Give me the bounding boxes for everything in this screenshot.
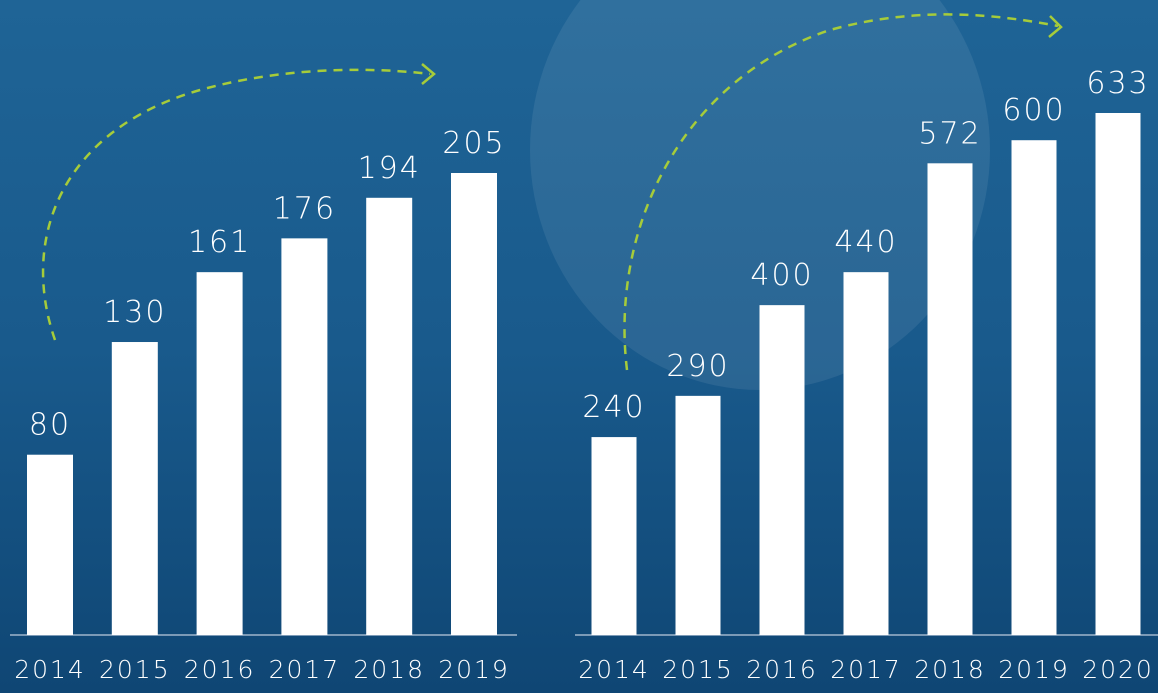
trend-arrow xyxy=(623,13,1059,371)
value-label: 400 xyxy=(750,258,813,293)
value-label: 633 xyxy=(1086,66,1149,101)
value-label: 161 xyxy=(188,225,251,260)
bar xyxy=(1011,140,1057,636)
value-label: 440 xyxy=(834,225,897,260)
x-tick-label: 2018 xyxy=(353,655,425,684)
bar xyxy=(675,395,721,635)
x-tick-label: 2014 xyxy=(14,655,86,684)
bar xyxy=(451,173,497,635)
value-label: 572 xyxy=(918,116,981,151)
bar xyxy=(27,454,73,635)
bar xyxy=(111,342,158,635)
value-label: 80 xyxy=(29,408,71,443)
arrow-head xyxy=(421,63,436,85)
x-tick-label: 2017 xyxy=(830,655,902,684)
x-tick-label: 2016 xyxy=(184,655,256,684)
bar xyxy=(196,272,243,635)
value-label: 176 xyxy=(273,191,336,226)
bar xyxy=(927,163,973,635)
bar xyxy=(591,437,637,635)
x-tick-label: 2019 xyxy=(438,655,510,684)
bar xyxy=(1095,113,1141,635)
x-tick-label: 2014 xyxy=(578,655,650,684)
bar xyxy=(759,305,805,635)
bar xyxy=(366,197,413,636)
x-tick-label: 2020 xyxy=(1082,655,1154,684)
value-label: 130 xyxy=(103,295,166,330)
value-label: 240 xyxy=(582,390,645,425)
x-tick-label: 2015 xyxy=(99,655,171,684)
x-tick-label: 2019 xyxy=(998,655,1070,684)
trend-arrow xyxy=(41,68,431,341)
bar xyxy=(843,272,889,635)
x-tick-label: 2016 xyxy=(746,655,818,684)
value-label: 290 xyxy=(666,349,729,384)
value-label: 205 xyxy=(442,126,505,161)
x-tick-label: 2015 xyxy=(662,655,734,684)
x-tick-label: 2017 xyxy=(269,655,341,684)
value-label: 194 xyxy=(358,151,421,186)
bar xyxy=(281,238,328,636)
arrow-head xyxy=(1048,15,1063,38)
value-label: 600 xyxy=(1002,93,1065,128)
x-tick-label: 2018 xyxy=(914,655,986,684)
